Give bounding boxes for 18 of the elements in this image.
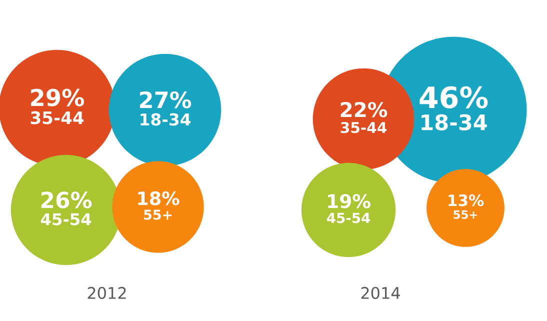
- data-label: 19%: [328, 194, 370, 208]
- category-label: 45-54: [326, 212, 370, 224]
- text: 2012: [88, 286, 126, 300]
- category-label: 18-34: [140, 113, 190, 126]
- data-label: 27%: [140, 91, 192, 108]
- data-label: 26%: [41, 192, 92, 208]
- category-label: 18-34: [422, 114, 487, 130]
- data-label: 46%: [420, 86, 488, 108]
- category-label: 35-44: [30, 111, 84, 124]
- category-label: 35-44: [340, 122, 386, 134]
- data-label: 13%: [448, 194, 484, 206]
- category-label: 55+: [144, 210, 172, 220]
- category-label: 45-54: [40, 213, 92, 226]
- category-label: 55+: [454, 210, 478, 219]
- text: 2014: [361, 286, 400, 300]
- data-label: 18%: [138, 191, 180, 206]
- data-label: 22%: [340, 102, 388, 118]
- data-label: 29%: [31, 88, 84, 106]
